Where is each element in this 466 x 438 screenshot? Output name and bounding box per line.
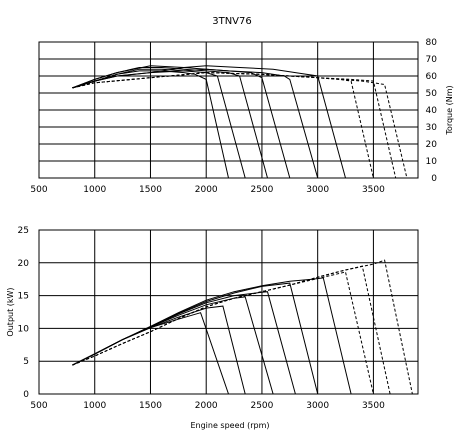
torque-curve-5 <box>72 68 319 179</box>
torque-chart: 3TNV76 500 1000 1500 2000 2500 3000 3500 0 10 20… <box>30 16 454 195</box>
output-curve-3 <box>72 296 274 395</box>
output-x-tick-label: 1000 <box>83 401 106 411</box>
torque-x-tick-label: 2500 <box>250 185 273 195</box>
output-x-tick-label: 500 <box>30 401 47 411</box>
torque-curve-9 <box>72 72 408 179</box>
output-curve-7 <box>72 271 374 395</box>
torque-y-tick-label: 20 <box>426 140 438 150</box>
torque-curve-8 <box>72 72 397 179</box>
torque-x-tick-label: 1500 <box>139 185 162 195</box>
output-plot-frame <box>38 229 419 395</box>
output-grid <box>39 230 418 394</box>
output-y-tick-label: 15 <box>18 292 29 302</box>
output-x-tick-label: 1500 <box>139 401 162 411</box>
output-curves <box>72 259 413 395</box>
torque-curve-7 <box>72 72 374 179</box>
output-x-tick-label: 2000 <box>195 401 218 411</box>
torque-y-axis-label: Torque (Nm) <box>445 85 454 135</box>
torque-x-tick-label: 2000 <box>195 185 218 195</box>
output-x-tick-label: 3000 <box>306 401 329 411</box>
chart-title: 3TNV76 <box>212 16 252 27</box>
output-y-tick-label: 20 <box>18 259 30 269</box>
torque-y-tick-label: 60 <box>426 72 438 82</box>
output-curve-2 <box>72 305 246 395</box>
torque-y-tick-label: 50 <box>426 89 438 99</box>
torque-y-tick-label: 10 <box>426 157 438 167</box>
output-x-axis-label: Engine speed (rpm) <box>190 421 269 430</box>
output-y-tick-label: 10 <box>18 324 30 334</box>
torque-curve-6 <box>72 65 346 179</box>
output-curve-9 <box>72 259 413 395</box>
torque-y-tick-label: 0 <box>431 174 437 184</box>
output-x-tick-labels: 500 1000 1500 2000 2500 3000 3500 <box>30 401 385 411</box>
torque-x-tick-label: 3500 <box>362 185 385 195</box>
torque-y-tick-label: 30 <box>426 123 438 133</box>
torque-curve-2 <box>72 68 246 179</box>
torque-curves <box>72 65 408 179</box>
torque-plot-frame <box>38 41 419 179</box>
output-x-tick-label: 2500 <box>250 401 273 411</box>
output-y-tick-label: 0 <box>23 390 29 400</box>
torque-x-tick-label: 500 <box>30 185 47 195</box>
output-curve-8 <box>72 265 391 395</box>
output-x-tick-label: 3500 <box>362 401 385 411</box>
torque-y-tick-labels: 0 10 20 30 40 50 60 70 80 <box>426 38 438 184</box>
output-y-tick-label: 5 <box>23 357 29 367</box>
torque-y-tick-label: 40 <box>426 106 438 116</box>
output-chart: 500 1000 1500 2000 2500 3000 3500 0 5 10 15 20 25 O… <box>6 226 419 430</box>
output-y-axis-label: Output (kW) <box>6 287 15 336</box>
torque-x-tick-label: 3000 <box>306 185 329 195</box>
torque-x-tick-label: 1000 <box>83 185 106 195</box>
torque-curve-4 <box>72 65 291 179</box>
torque-grid <box>39 42 418 178</box>
torque-y-tick-label: 80 <box>426 38 438 48</box>
output-y-tick-labels: 0 5 10 15 20 25 <box>18 226 30 400</box>
output-curve-5 <box>72 282 319 395</box>
output-y-tick-label: 25 <box>18 226 29 236</box>
torque-x-tick-labels: 500 1000 1500 2000 2500 3000 3500 <box>30 185 385 195</box>
torque-y-tick-label: 70 <box>426 55 438 65</box>
